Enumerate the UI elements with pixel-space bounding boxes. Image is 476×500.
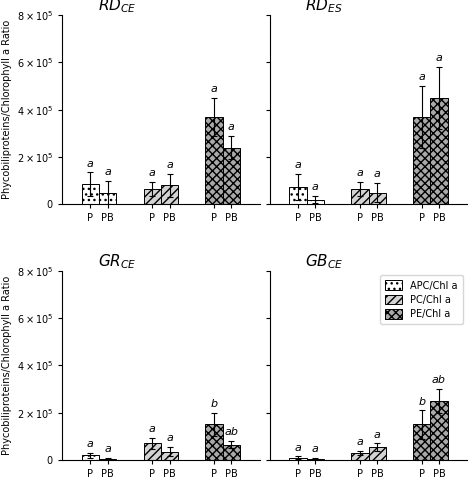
Bar: [205, 117, 222, 204]
Bar: [412, 117, 429, 204]
Text: a: a: [373, 430, 380, 440]
Text: a: a: [166, 160, 173, 170]
Bar: [429, 401, 447, 460]
Text: a: a: [104, 444, 111, 454]
Text: $\it{RD}_{ES}$: $\it{RD}_{ES}$: [305, 0, 342, 15]
Bar: [99, 192, 116, 204]
Text: $\it{GR}_{CE}$: $\it{GR}_{CE}$: [98, 252, 136, 270]
Text: a: a: [210, 84, 217, 94]
Text: a: a: [87, 439, 94, 449]
Bar: [429, 98, 447, 204]
Bar: [412, 424, 429, 460]
Bar: [222, 148, 239, 204]
Bar: [306, 459, 323, 460]
Text: a: a: [166, 433, 173, 443]
Text: a: a: [149, 168, 155, 178]
Y-axis label: Phycobiliproteins/Chlorophyll a Ratio: Phycobiliproteins/Chlorophyll a Ratio: [2, 20, 12, 200]
Text: $\it{RD}_{CE}$: $\it{RD}_{CE}$: [98, 0, 136, 15]
Bar: [289, 186, 306, 204]
Y-axis label: Phycobiliproteins/Chlorophyll a Ratio: Phycobiliproteins/Chlorophyll a Ratio: [2, 276, 12, 455]
Bar: [143, 189, 160, 204]
Text: ab: ab: [224, 428, 238, 438]
Bar: [160, 452, 178, 460]
Text: b: b: [417, 396, 425, 406]
Text: $\it{GB}_{CE}$: $\it{GB}_{CE}$: [305, 252, 343, 270]
Bar: [205, 424, 222, 460]
Legend: APC/Chl a, PC/Chl a, PE/Chl a: APC/Chl a, PC/Chl a, PE/Chl a: [379, 276, 462, 324]
Text: a: a: [311, 182, 318, 192]
Bar: [160, 186, 178, 204]
Bar: [222, 444, 239, 460]
Bar: [368, 192, 385, 204]
Bar: [81, 184, 99, 204]
Text: a: a: [294, 442, 301, 452]
Text: a: a: [311, 444, 318, 454]
Text: b: b: [210, 399, 217, 409]
Bar: [143, 444, 160, 460]
Bar: [306, 200, 323, 204]
Text: a: a: [228, 122, 234, 132]
Text: a: a: [294, 160, 301, 170]
Text: a: a: [87, 158, 94, 168]
Text: a: a: [373, 170, 380, 179]
Text: a: a: [356, 436, 363, 446]
Text: a: a: [104, 167, 111, 177]
Text: a: a: [417, 72, 424, 82]
Bar: [368, 447, 385, 460]
Text: a: a: [435, 54, 442, 64]
Text: a: a: [356, 168, 363, 178]
Text: a: a: [149, 424, 155, 434]
Bar: [350, 453, 368, 460]
Text: ab: ab: [431, 375, 445, 385]
Bar: [289, 458, 306, 460]
Bar: [81, 456, 99, 460]
Bar: [350, 189, 368, 204]
Bar: [99, 459, 116, 460]
